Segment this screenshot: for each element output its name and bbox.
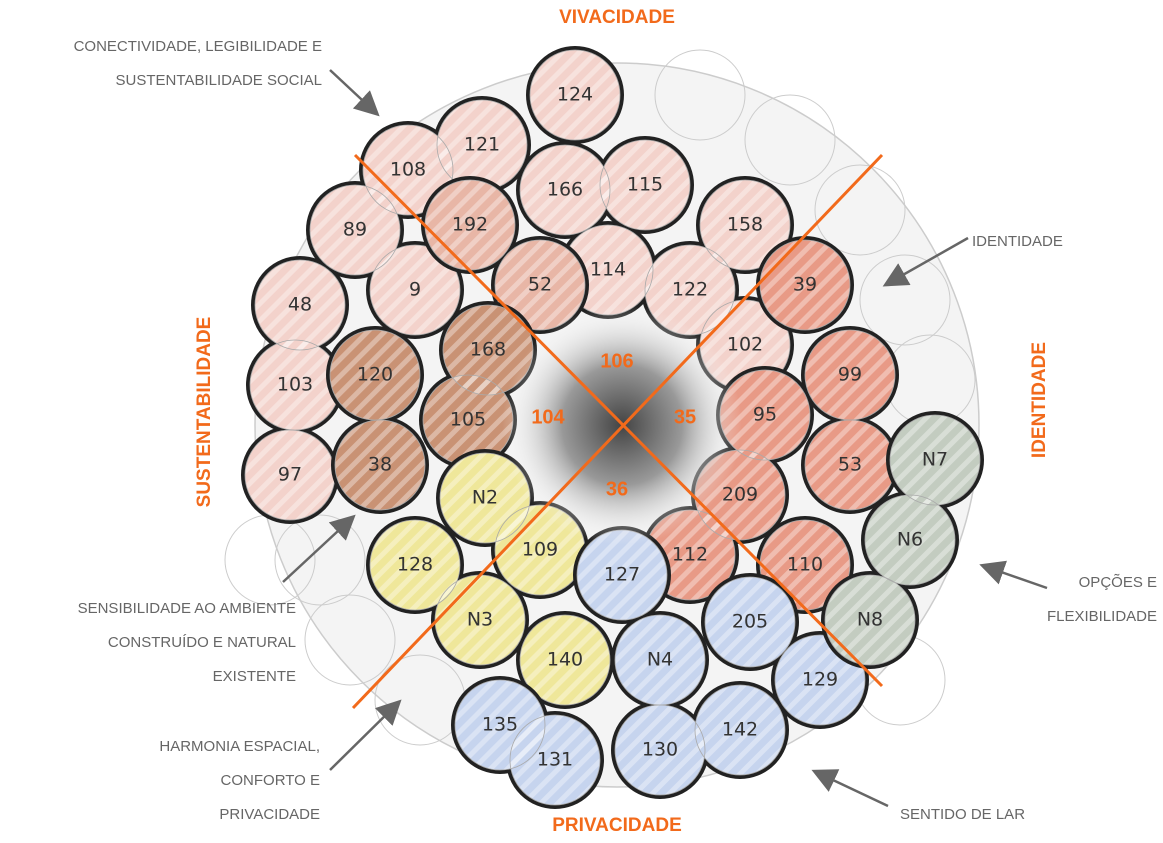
node-label: 166 xyxy=(547,179,583,201)
node-label: 53 xyxy=(838,454,862,476)
diagram: VIVACIDADE PRIVACIDADE SUSTENTABILIDADE … xyxy=(0,0,1163,838)
annotation: FLEXIBILIDADE xyxy=(1047,608,1157,625)
node-label: N3 xyxy=(467,609,493,631)
center-number: 106 xyxy=(600,350,633,372)
node-label: 39 xyxy=(793,274,817,296)
center-number: 36 xyxy=(606,478,628,500)
axis-label: PRIVACIDADE xyxy=(552,815,682,836)
node-label: N8 xyxy=(857,609,883,631)
node-label: 97 xyxy=(278,464,302,486)
node-label: N7 xyxy=(922,449,948,471)
node-label: 121 xyxy=(464,134,500,156)
annotation: EXISTENTE xyxy=(213,668,296,685)
axis-label: VIVACIDADE xyxy=(559,7,675,28)
annotation: CONECTIVIDADE, LEGIBILIDADE E xyxy=(74,38,322,55)
annotation: SUSTENTABILIDADE SOCIAL xyxy=(116,72,322,89)
node-label: 205 xyxy=(732,611,768,633)
annotation: SENSIBILIDADE AO AMBIENTE xyxy=(78,600,296,617)
node-label: 103 xyxy=(277,374,313,396)
annotation: SENTIDO DE LAR xyxy=(900,806,1025,823)
node-label: N6 xyxy=(897,529,923,551)
annotation: PRIVACIDADE xyxy=(219,806,320,823)
node-label: 120 xyxy=(357,364,393,386)
center-number: 104 xyxy=(531,406,565,428)
node-label: 114 xyxy=(590,259,626,281)
node-label: 209 xyxy=(722,484,758,506)
node-label: 129 xyxy=(802,669,838,691)
node-label: 135 xyxy=(482,714,518,736)
node-label: 112 xyxy=(672,544,708,566)
node-label: 158 xyxy=(727,214,763,236)
node-label: N2 xyxy=(472,487,498,509)
node-label: 38 xyxy=(368,454,392,476)
node-label: 124 xyxy=(557,84,593,106)
axis-label: SUSTENTABILIDADE xyxy=(194,317,215,508)
node-label: N4 xyxy=(647,649,673,671)
node-label: 108 xyxy=(390,159,426,181)
annotation: HARMONIA ESPACIAL, xyxy=(159,738,320,755)
node-label: 168 xyxy=(470,339,506,361)
node-label: 128 xyxy=(397,554,433,576)
node-label: 109 xyxy=(522,539,558,561)
axis-label: IDENTIDADE xyxy=(1029,342,1050,458)
node-label: 9 xyxy=(409,279,421,301)
node-label: 89 xyxy=(343,219,367,241)
node-label: 127 xyxy=(604,564,640,586)
node-label: 110 xyxy=(787,554,823,576)
node-label: 192 xyxy=(452,214,488,236)
node-label: 122 xyxy=(672,279,708,301)
node-label: 140 xyxy=(547,649,583,671)
annotation: CONSTRUÍDO E NATURAL xyxy=(108,634,296,651)
node-label: 48 xyxy=(288,294,312,316)
annotation: IDENTIDADE xyxy=(972,233,1063,250)
annotation: OPÇÕES E xyxy=(1079,574,1157,591)
center-number: 35 xyxy=(674,406,696,428)
node-label: 142 xyxy=(722,719,758,741)
node-label: 105 xyxy=(450,409,486,431)
node-label: 52 xyxy=(528,274,552,296)
node-label: 130 xyxy=(642,739,678,761)
node-label: 115 xyxy=(627,174,663,196)
node-label: 99 xyxy=(838,364,862,386)
annotation: CONFORTO E xyxy=(221,772,320,789)
node-label: 102 xyxy=(727,334,763,356)
node-label: 95 xyxy=(753,404,777,426)
node-label: 131 xyxy=(537,749,573,771)
